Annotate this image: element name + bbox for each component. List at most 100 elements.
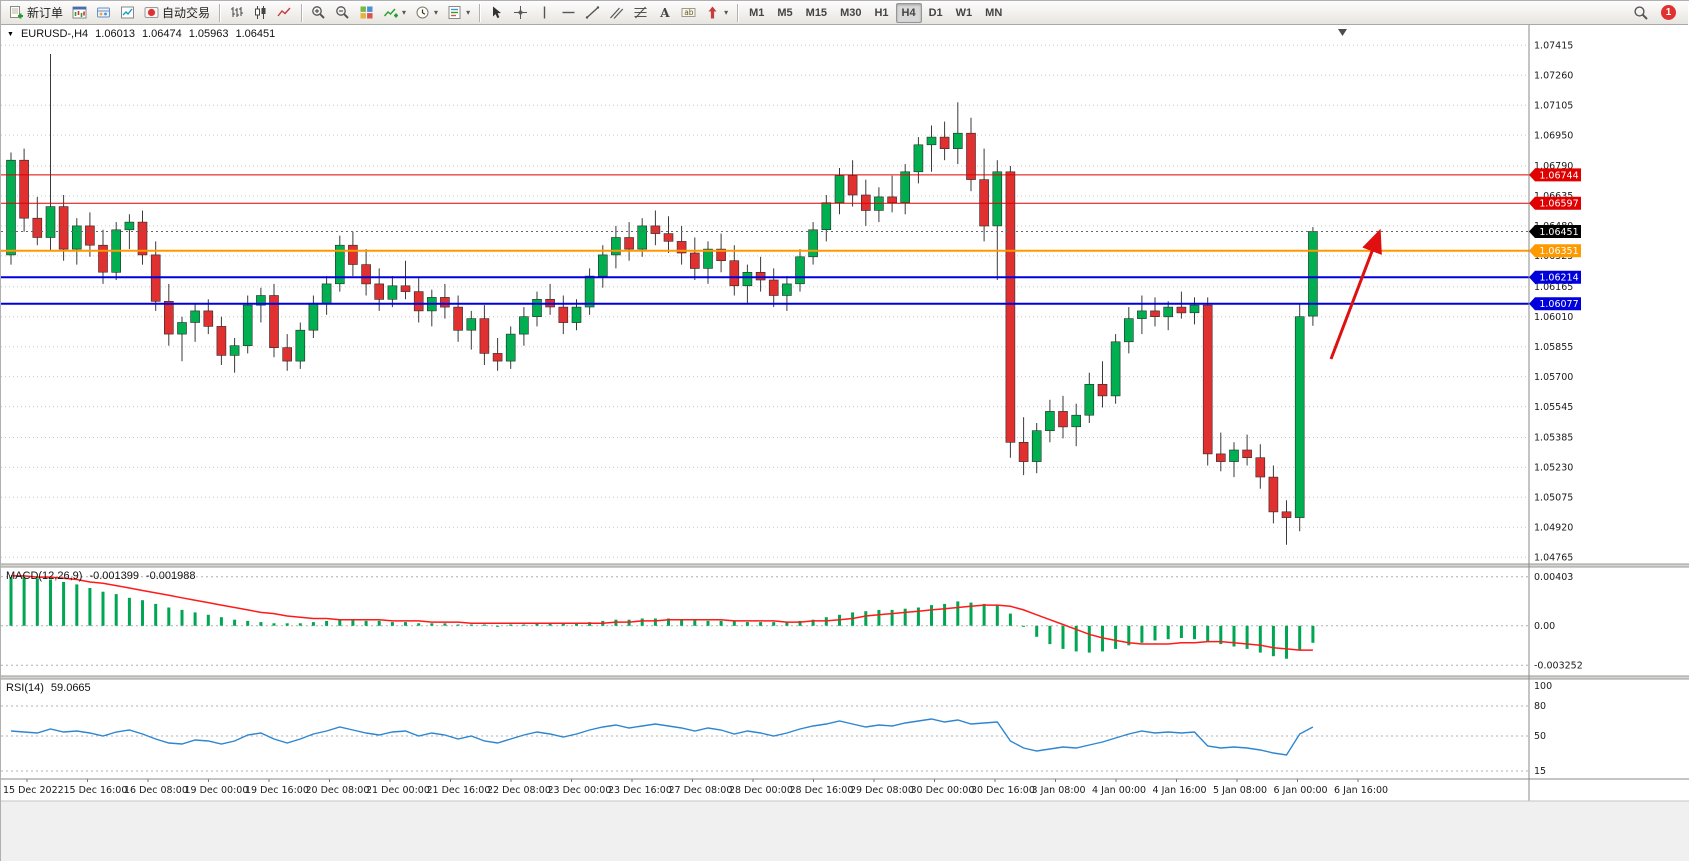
button-label: W1 (955, 6, 973, 19)
svg-text:1.05385: 1.05385 (1534, 433, 1573, 444)
svg-text:1.05230: 1.05230 (1534, 463, 1573, 474)
tile-windows-button[interactable] (355, 3, 378, 23)
template-icon (447, 5, 462, 20)
tf-m30-button[interactable]: M30 (834, 3, 867, 23)
svg-text:1.04765: 1.04765 (1534, 552, 1573, 563)
text-button[interactable]: A (653, 3, 676, 23)
panel-separator[interactable] (1, 675, 1689, 680)
svg-text:6 Jan 16:00: 6 Jan 16:00 (1334, 785, 1388, 796)
arrows-button[interactable]: ▾ (701, 3, 732, 23)
button-label: M5 (777, 6, 793, 19)
trendline-button[interactable] (581, 3, 604, 23)
tf-mn-button[interactable]: MN (979, 3, 1008, 23)
profiles-button[interactable] (92, 3, 115, 23)
svg-text:3 Jan 08:00: 3 Jan 08:00 (1032, 785, 1086, 796)
symbol-marker-icon[interactable]: ▼ (7, 30, 14, 38)
svg-text:1.06597: 1.06597 (1539, 199, 1578, 210)
zoom-out-icon (335, 5, 350, 20)
candles (6, 54, 1318, 545)
candles-icon (253, 5, 268, 20)
autotrading-button[interactable]: 自动交易 (140, 3, 214, 23)
dropdown-caret-icon[interactable]: ▾ (724, 8, 729, 17)
indicators-icon (383, 5, 399, 20)
candle-chart-button[interactable] (249, 3, 272, 23)
svg-text:1.06165: 1.06165 (1534, 282, 1573, 293)
svg-text:20 Dec 08:00: 20 Dec 08:00 (306, 785, 370, 796)
ohlc-close: 1.06451 (235, 28, 276, 40)
svg-text:1.07260: 1.07260 (1534, 70, 1573, 81)
zoom-in-button[interactable] (307, 3, 330, 23)
search-button[interactable] (1629, 3, 1653, 23)
tf-h1-button[interactable]: H1 (868, 3, 894, 23)
price-gridlines (1, 44, 1529, 558)
svg-text:23 Dec 00:00: 23 Dec 00:00 (548, 785, 612, 796)
tf-w1-button[interactable]: W1 (950, 3, 979, 23)
svg-text:-0.003252: -0.003252 (1534, 661, 1583, 672)
svg-text:80: 80 (1534, 701, 1546, 712)
panel-separator[interactable] (1, 563, 1689, 568)
toolbar-separator (219, 3, 221, 22)
autotrading-icon (144, 5, 159, 20)
tf-m5-button[interactable]: M5 (771, 3, 798, 23)
rsi-value: 59.0665 (50, 682, 91, 694)
cursor-button[interactable] (485, 3, 508, 23)
svg-text:1.06010: 1.06010 (1534, 312, 1573, 323)
line-chart-button[interactable] (273, 3, 296, 23)
indicators-button[interactable]: ▾ (379, 3, 410, 23)
new-order-button[interactable]: 新订单 (5, 3, 67, 23)
svg-text:0.00: 0.00 (1534, 621, 1555, 632)
ohlc-high: 1.06474 (141, 28, 182, 40)
dropdown-caret-icon[interactable]: ▾ (466, 8, 471, 17)
channel-icon (609, 5, 624, 20)
trend-arrow[interactable] (1329, 228, 1382, 360)
dropdown-caret-icon[interactable]: ▾ (402, 8, 407, 17)
notification-badge[interactable]: 1 (1661, 5, 1676, 20)
window-bottom (1, 801, 1689, 861)
tf-m15-button[interactable]: M15 (800, 3, 833, 23)
templates-button[interactable]: ▾ (443, 3, 474, 23)
horizontal-line-button[interactable] (557, 3, 580, 23)
market-watch-icon (120, 5, 135, 20)
tf-m1-button[interactable]: M1 (743, 3, 770, 23)
button-label: 自动交易 (162, 6, 211, 20)
price-axis[interactable] (1529, 25, 1689, 801)
svg-text:1.06744: 1.06744 (1539, 170, 1578, 181)
label-icon: ab (681, 5, 696, 20)
toolbar-separator (301, 3, 303, 22)
svg-text:21 Dec 00:00: 21 Dec 00:00 (366, 785, 430, 796)
zoom-in-icon (311, 5, 326, 20)
svg-text:6 Jan 00:00: 6 Jan 00:00 (1274, 785, 1328, 796)
chart-shift-marker-icon[interactable] (1338, 29, 1347, 36)
new-chart-button[interactable] (68, 3, 91, 23)
price-tag: 1.06744 (1529, 168, 1581, 182)
text-label-button[interactable]: ab (677, 3, 700, 23)
svg-text:29 Dec 08:00: 29 Dec 08:00 (850, 785, 914, 796)
vertical-line-button[interactable] (533, 3, 556, 23)
svg-text:19 Dec 00:00: 19 Dec 00:00 (185, 785, 249, 796)
crosshair-button[interactable] (509, 3, 532, 23)
dropdown-caret-icon[interactable]: ▾ (434, 8, 439, 17)
tf-h4-button[interactable]: H4 (895, 2, 922, 23)
button-label: M30 (840, 6, 862, 19)
zoom-out-button[interactable] (331, 3, 354, 23)
macd-histogram (9, 577, 1315, 659)
svg-text:0.00403: 0.00403 (1534, 572, 1573, 583)
fibonacci-button[interactable] (629, 3, 652, 23)
periods-button[interactable]: ▾ (411, 3, 442, 23)
fibonacci-icon (633, 5, 648, 20)
equidistant-channel-button[interactable] (605, 3, 628, 23)
text-icon: A (657, 5, 672, 20)
arrow-object-icon (705, 5, 720, 20)
tf-d1-button[interactable]: D1 (923, 3, 949, 23)
button-label: M1 (749, 6, 765, 19)
bar-chart-button[interactable] (225, 3, 248, 23)
svg-text:15: 15 (1534, 766, 1546, 777)
data-window-button[interactable] (116, 3, 139, 23)
tile-icon (359, 5, 374, 20)
toolbar-separator (737, 3, 739, 22)
svg-text:1.07415: 1.07415 (1534, 41, 1573, 52)
cursor-icon (489, 5, 504, 20)
